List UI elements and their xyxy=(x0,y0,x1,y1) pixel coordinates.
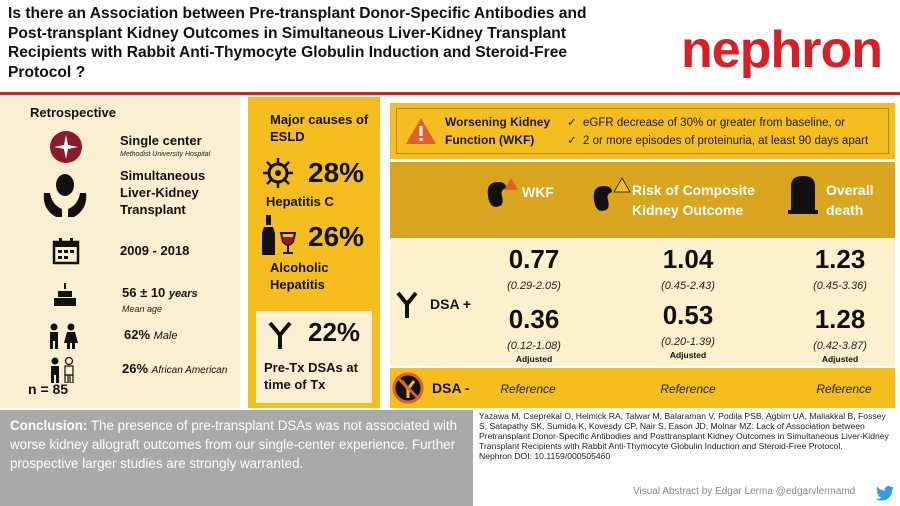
antibody-icon xyxy=(396,291,418,318)
people-icon xyxy=(51,357,74,383)
col-death: Overall death xyxy=(826,182,874,218)
death-hr: 1.23 xyxy=(814,244,866,274)
aa-stat: 26% African American xyxy=(122,361,227,376)
center-label: Single center xyxy=(120,133,202,148)
wkf-criterion-1: ✓ eGFR decrease of 30% or greater from b… xyxy=(567,117,846,129)
esld-heading: Major causes of ESLD xyxy=(270,112,369,144)
wkf-definition: Worsening Kidney Function (WKF) ✓ eGFR d… xyxy=(396,108,889,154)
study-years: 2009 - 2018 xyxy=(120,243,190,258)
composite-ci: (0.45-2.43) xyxy=(661,280,715,292)
death-ci: (0.45-3.36) xyxy=(813,280,867,292)
conclusion-text: The presence of pre-transplant DSAs was … xyxy=(10,418,458,471)
age-caption: Mean age xyxy=(122,304,163,314)
death-adj-ci: (0.42-3.87) xyxy=(813,340,867,352)
antibody-icon xyxy=(268,321,292,349)
study-design-panel: Retrospective Single center Methodist Un… xyxy=(0,97,240,408)
conclusion-label: Conclusion: xyxy=(10,418,88,433)
page-title: Is there an Association between Pre-tran… xyxy=(8,5,587,81)
dsa-positive-label: DSA + xyxy=(430,296,472,312)
death-reference: Reference xyxy=(816,382,872,396)
composite-adj-ci: (0.20-1.39) xyxy=(661,336,715,348)
no-antibody-icon xyxy=(392,372,424,404)
composite-reference: Reference xyxy=(660,382,716,396)
conclusion: Conclusion: The presence of pre-transpla… xyxy=(0,410,473,506)
wkf-adj-hr: 0.36 xyxy=(508,304,560,334)
male-female-icon xyxy=(50,323,78,349)
male-label: Male xyxy=(153,330,178,342)
age-unit: years xyxy=(168,288,198,300)
dsa-positive-row: DSA + 0.77 (0.29-2.05) 1.04 (0.45-2.43) … xyxy=(390,238,895,366)
dsa-prevalence-box: 22% Pre-Tx DSAs at time of Tx xyxy=(256,311,372,403)
wkf-adj-ci: (0.12-1.08) xyxy=(507,340,561,352)
dsa-negative-row: DSA - Reference Reference Reference xyxy=(390,368,895,408)
hepc-pct: 28% xyxy=(308,157,365,188)
esld-panel: Major causes of ESLD 28% Hepatitis C 26%… xyxy=(248,97,380,408)
aa-label: African American xyxy=(151,365,228,376)
tombstone-icon xyxy=(788,176,818,214)
sample-size: n = 85 xyxy=(28,381,69,397)
journal-logo[interactable]: nephron xyxy=(681,21,883,79)
col-composite: Risk of Composite Kidney Outcome xyxy=(632,182,755,218)
cake-icon xyxy=(54,283,76,306)
mean-age: 56 ± 10 years xyxy=(122,285,198,300)
kidney-warning-icon xyxy=(593,177,631,211)
design-type: Retrospective xyxy=(30,105,116,120)
death-adjusted-label: Adjusted xyxy=(821,354,859,364)
male-pct: 62% xyxy=(124,327,151,342)
aa-pct: 26% xyxy=(122,361,149,376)
wkf-hr: 0.77 xyxy=(508,244,560,274)
composite-adj-hr: 0.53 xyxy=(662,300,714,330)
citation: Yazawa M, Cseprekal O, Helmick RA, Talwa… xyxy=(479,411,895,461)
outcome-header: WKF Risk of Composite Kidney Outcome Ove… xyxy=(390,162,895,238)
citation-text: Yazawa M, Cseprekal O, Helmick RA, Talwa… xyxy=(479,411,889,451)
dsa-label: Pre-Tx DSAs at time of Tx xyxy=(264,360,358,392)
hospital-logo-icon xyxy=(50,131,82,163)
citation-doi[interactable]: Nephron DOI: 10.1159/000505460 xyxy=(479,451,611,461)
bottle-glass-icon xyxy=(262,215,296,255)
credit-line: Visual Abstract by Edgar Lerma @edgarvle… xyxy=(633,486,856,497)
dsa-negative-label: DSA - xyxy=(432,380,470,396)
kidney-warning-icon xyxy=(487,178,518,207)
col-wkf: WKF xyxy=(522,184,554,200)
virus-icon xyxy=(263,158,293,188)
transplant-type: Simultaneous Liver-Kidney Transplant xyxy=(120,168,206,217)
header-divider xyxy=(0,92,900,95)
alc-pct: 26% xyxy=(308,221,365,252)
male-stat: 62% Male xyxy=(124,327,178,342)
wkf-adjusted-label: Adjusted xyxy=(515,354,553,364)
calendar-icon xyxy=(52,238,80,265)
hepc-label: Hepatitis C xyxy=(266,194,334,209)
warning-icon xyxy=(406,118,436,144)
alc-label: Alcoholic Hepatitis xyxy=(270,260,329,292)
wkf-title: Worsening Kidney Function (WKF) xyxy=(445,115,551,147)
wkf-criterion-2: ✓ 2 or more episodes of proteinuria, at … xyxy=(567,135,869,147)
twitter-icon[interactable] xyxy=(876,486,894,501)
death-adj-hr: 1.28 xyxy=(814,304,866,334)
wkf-reference: Reference xyxy=(500,382,556,396)
composite-hr: 1.04 xyxy=(662,244,714,274)
wkf-ci: (0.29-2.05) xyxy=(507,280,561,292)
hands-kidney-icon xyxy=(43,174,87,217)
hospital-name: Methodist University Hospital xyxy=(120,151,211,158)
composite-adjusted-label: Adjusted xyxy=(669,350,707,360)
dsa-pct: 22% xyxy=(308,317,361,347)
age-value: 56 ± 10 xyxy=(122,285,166,300)
